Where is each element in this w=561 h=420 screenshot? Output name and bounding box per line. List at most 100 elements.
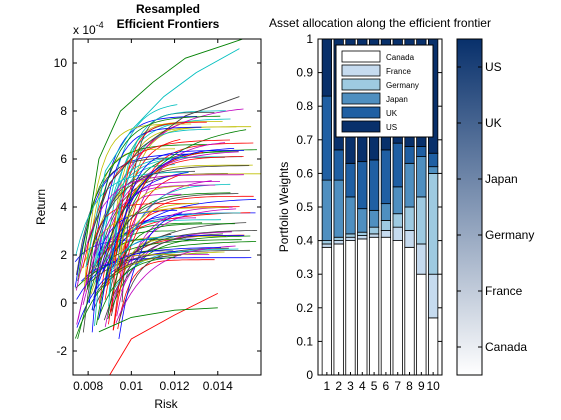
bar-segment-japan	[345, 196, 356, 235]
legend-label-germany: Germany	[386, 81, 419, 90]
x-tick-label: 3	[347, 379, 354, 393]
bar-segment-canada	[357, 238, 368, 376]
colorbar-label-us: US	[485, 60, 502, 74]
allocation-chart: Asset allocation along the efficient fro…	[269, 16, 491, 393]
bar-segment-germany	[357, 231, 368, 236]
frontier-line	[120, 231, 232, 292]
frontier-line	[109, 208, 237, 312]
y-tick-label: 0.7	[296, 133, 313, 147]
frontier-line	[119, 230, 258, 267]
bar-segment-japan	[321, 179, 332, 241]
bar-segment-japan	[380, 203, 392, 221]
frontier-plot-area	[74, 39, 261, 375]
y-tick-label: 0.1	[296, 334, 313, 348]
frontier-line	[98, 148, 235, 319]
colorbar-label-canada: Canada	[485, 340, 527, 354]
frontier-line	[75, 241, 257, 289]
x-tick-label: 8	[406, 379, 413, 393]
x-tick-label: 7	[394, 379, 401, 393]
allocation-legend: Canada France Germany Japan UK US	[335, 44, 434, 138]
frontier-ylabel: Return	[34, 189, 48, 225]
x-tick-label: 0.012	[160, 379, 190, 393]
legend-swatch-france	[341, 64, 381, 77]
bar-segment-germany	[368, 226, 380, 235]
frontier-line	[76, 156, 225, 276]
bar-segment-canada	[380, 236, 392, 376]
frontier-line	[109, 292, 219, 375]
x-tick-label: 0.01	[120, 379, 144, 393]
legend-label-us: US	[386, 123, 397, 132]
frontier-axes: -2 0 2 4 6 8 10 0.008 0.01 0.012 0.014	[54, 38, 262, 393]
frontier-line	[108, 128, 211, 295]
bar-segment-france	[357, 235, 368, 240]
legend-swatch-uk	[341, 106, 381, 119]
frontier-line	[118, 212, 183, 339]
bar-segment-germany	[416, 196, 427, 245]
y-tick-label: 0.5	[296, 200, 313, 214]
frontier-line	[106, 126, 237, 286]
y-tick-label: 6	[60, 152, 67, 166]
bar-segment-canada	[333, 243, 344, 376]
colorbar-label-france: France	[485, 284, 523, 298]
legend-label-france: France	[386, 67, 411, 76]
frontier-line	[85, 48, 240, 268]
frontier-line	[77, 129, 247, 339]
bar-segment-france	[321, 243, 332, 248]
bar-segment-japan	[404, 162, 415, 208]
bar-segment-japan	[357, 208, 368, 233]
x-tick-label: 0.008	[73, 379, 103, 393]
frontier-line	[91, 172, 189, 311]
colorbar-label-uk: UK	[485, 116, 502, 130]
bar-segment-uk	[368, 159, 380, 211]
frontier-line	[109, 239, 242, 260]
x-tick-label: 1	[324, 379, 331, 393]
bar-segment-france	[345, 236, 356, 242]
y-tick-label: 0.4	[296, 234, 313, 248]
legend-swatch-germany	[341, 78, 381, 91]
y-tick-label: 2	[60, 248, 67, 262]
bar-segment-germany	[428, 172, 439, 275]
bar-segment-germany	[345, 233, 356, 238]
frontier-line	[86, 165, 250, 266]
frontier-line	[107, 121, 223, 285]
colorbar-label-japan: Japan	[485, 172, 518, 186]
colorbar-gradient	[456, 38, 483, 376]
y-tick-label: -2	[56, 344, 67, 358]
frontier-line	[108, 110, 226, 307]
y-tick-label: 0	[306, 368, 313, 382]
y-multiplier: x 10-4	[73, 20, 104, 37]
y-multiplier-base: x 10	[73, 23, 96, 37]
y-tick-label: 1	[306, 32, 313, 46]
allocation-ylabel: Portfolio Weights	[277, 162, 291, 253]
frontier-line	[113, 195, 254, 331]
frontier-line	[82, 170, 196, 333]
frontier-line	[93, 254, 182, 298]
y-tick-label: 0.2	[296, 301, 313, 315]
x-tick-label: 0.014	[203, 379, 233, 393]
x-tick-label: 5	[371, 379, 378, 393]
bar-segment-uk	[428, 152, 439, 168]
bar-segment-france	[428, 273, 439, 319]
bar-segment-uk	[321, 95, 332, 181]
x-tick-label: 10	[426, 379, 440, 393]
y-tick-label: 0.9	[296, 66, 313, 80]
y-tick-label: 0.8	[296, 99, 313, 113]
bar-segment-france	[392, 226, 403, 242]
x-tick-label: 4	[359, 379, 366, 393]
frontier-line	[113, 164, 253, 263]
frontier-xlabel: Risk	[154, 397, 178, 411]
x-tick-label: 2	[335, 379, 342, 393]
bar-segment-uk	[416, 146, 427, 158]
frontier-line	[92, 118, 231, 311]
frontier-line	[113, 248, 239, 290]
bar-segment-canada	[392, 240, 403, 376]
frontier-title-line2: Efficient Frontiers	[117, 17, 220, 31]
y-tick-label: 10	[54, 56, 68, 70]
frontier-line	[118, 206, 240, 274]
bar-segment-france	[416, 243, 427, 275]
frontier-line	[120, 142, 226, 280]
frontier-line	[86, 115, 221, 288]
frontier-line	[111, 121, 207, 313]
bar-segment-uk	[380, 149, 392, 205]
